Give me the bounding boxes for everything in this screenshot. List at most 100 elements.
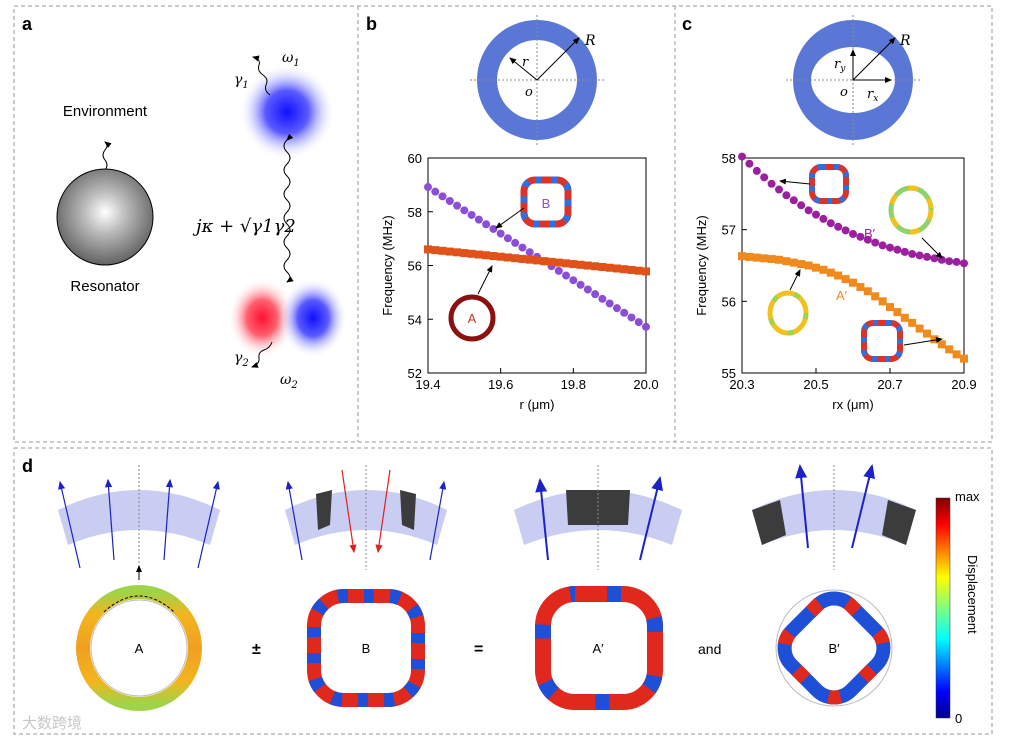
data-point-B′ [923, 252, 931, 261]
data-point-A′ [893, 308, 902, 317]
data-point-B′ [745, 159, 754, 168]
data-point-B [503, 234, 512, 243]
data-point-B′ [960, 259, 968, 268]
data-point-B [445, 197, 454, 205]
data-point-A [511, 254, 520, 263]
data-point-B [525, 248, 534, 257]
rx-label: rx [867, 87, 878, 104]
data-point-A′ [767, 255, 776, 264]
arc-segment-Bp [752, 464, 916, 570]
data-point-A [489, 251, 498, 260]
data-point-A′ [812, 263, 820, 272]
panel-frames [13, 5, 993, 735]
mode-A-inset [448, 294, 496, 342]
resonator-sphere [56, 168, 154, 266]
environment-label: Environment [63, 103, 148, 120]
data-point-A′ [760, 254, 769, 263]
data-point-B [605, 299, 614, 308]
data-point-A [547, 257, 556, 266]
data-point-B′ [886, 243, 894, 252]
data-point-A′ [826, 268, 835, 277]
data-point-A′ [797, 260, 806, 269]
data-point-A [496, 252, 505, 261]
mode2-blue-lobe [279, 278, 347, 358]
data-point-B [583, 285, 592, 294]
x-tick-label: 20.9 [951, 377, 976, 392]
data-point-A′ [849, 278, 857, 287]
data-point-A [453, 248, 462, 257]
data-point-A [533, 256, 541, 265]
mode-B-inset-nodes [520, 176, 572, 228]
data-point-A′ [930, 335, 939, 344]
data-point-B [554, 266, 563, 275]
panel-label-d: d [22, 456, 33, 476]
data-point-B′ [930, 254, 939, 263]
chart-b-insets: B A [448, 176, 572, 342]
data-point-B [489, 224, 498, 233]
data-point-B [569, 276, 578, 285]
plusminus-sign: ± [252, 641, 261, 658]
equals-sign: = [474, 641, 483, 658]
data-point-A′ [863, 287, 872, 296]
data-point-B′ [834, 222, 843, 231]
data-point-A [562, 259, 571, 268]
data-point-A [424, 245, 432, 254]
y-tick-label: 54 [408, 312, 422, 327]
data-point-B′ [952, 257, 961, 266]
panel-b-schematic: R r o [470, 15, 605, 145]
colorbar-label: Displacement [965, 555, 980, 634]
x-tick-label: 20.5 [803, 377, 828, 392]
data-point-B′ [760, 173, 769, 182]
data-point-B [431, 187, 440, 196]
data-point-B [518, 243, 527, 252]
chart-c: 20.3 20.5 20.7 20.9 55 56 57 58 rx (μm) Frequency… [694, 151, 977, 412]
data-point-A [612, 264, 621, 273]
data-point-A [634, 266, 643, 275]
R-label: R [584, 33, 596, 49]
data-point-A [598, 263, 607, 272]
data-point-A′ [908, 318, 917, 327]
data-point-B [496, 229, 505, 238]
data-point-B′ [812, 210, 820, 219]
data-point-A [583, 261, 592, 270]
data-point-A′ [841, 275, 850, 284]
mode-Bp-shape: B′ [775, 589, 893, 707]
mode-A-ring: A [76, 565, 202, 711]
panel-label-b: b [366, 14, 377, 34]
data-point-A [642, 267, 650, 276]
y-tick-label: 55 [722, 366, 736, 381]
panel-d: A ± B = A′ and B′ max 0 D [58, 464, 980, 726]
data-point-B [424, 183, 432, 192]
data-point-A [576, 260, 585, 269]
mode-label-Bp: B′ [828, 641, 840, 656]
data-point-B′ [789, 196, 798, 205]
data-point-B [467, 210, 476, 219]
data-point-B′ [826, 219, 835, 228]
mode-Bp-top-inset [809, 164, 849, 204]
inset-label-A: A [468, 311, 477, 326]
data-point-A′ [752, 253, 761, 262]
data-point-A′ [886, 303, 894, 312]
y-axis-label: Frequency (MHz) [380, 215, 395, 315]
data-point-A [438, 246, 447, 255]
panel-a: Environment Resonator ω1 γ1 ω2 γ2 jκ + √… [56, 50, 347, 391]
mode1-blob [239, 64, 335, 160]
data-point-B [474, 215, 483, 224]
data-point-A′ [745, 252, 754, 261]
data-point-A [467, 249, 476, 258]
x-axis-label: rx (μm) [832, 397, 873, 412]
data-point-B′ [871, 238, 880, 247]
data-point-A′ [878, 297, 887, 306]
data-point-A [605, 263, 614, 272]
chart-b: 19.4 19.6 19.8 20.0 52 54 56 58 60 r (μm) Frequenc… [380, 151, 659, 412]
label-Ap: A′ [836, 288, 848, 303]
data-point-B′ [819, 214, 828, 223]
data-point-B′ [900, 247, 909, 256]
mode-label-A: A [135, 641, 144, 656]
R-label: R [899, 33, 911, 49]
data-point-B′ [841, 226, 850, 235]
data-point-B′ [915, 251, 924, 260]
mode-Ap-bottom-inset [861, 320, 903, 362]
y-tick-label: 58 [408, 205, 422, 220]
data-point-A [482, 251, 491, 260]
